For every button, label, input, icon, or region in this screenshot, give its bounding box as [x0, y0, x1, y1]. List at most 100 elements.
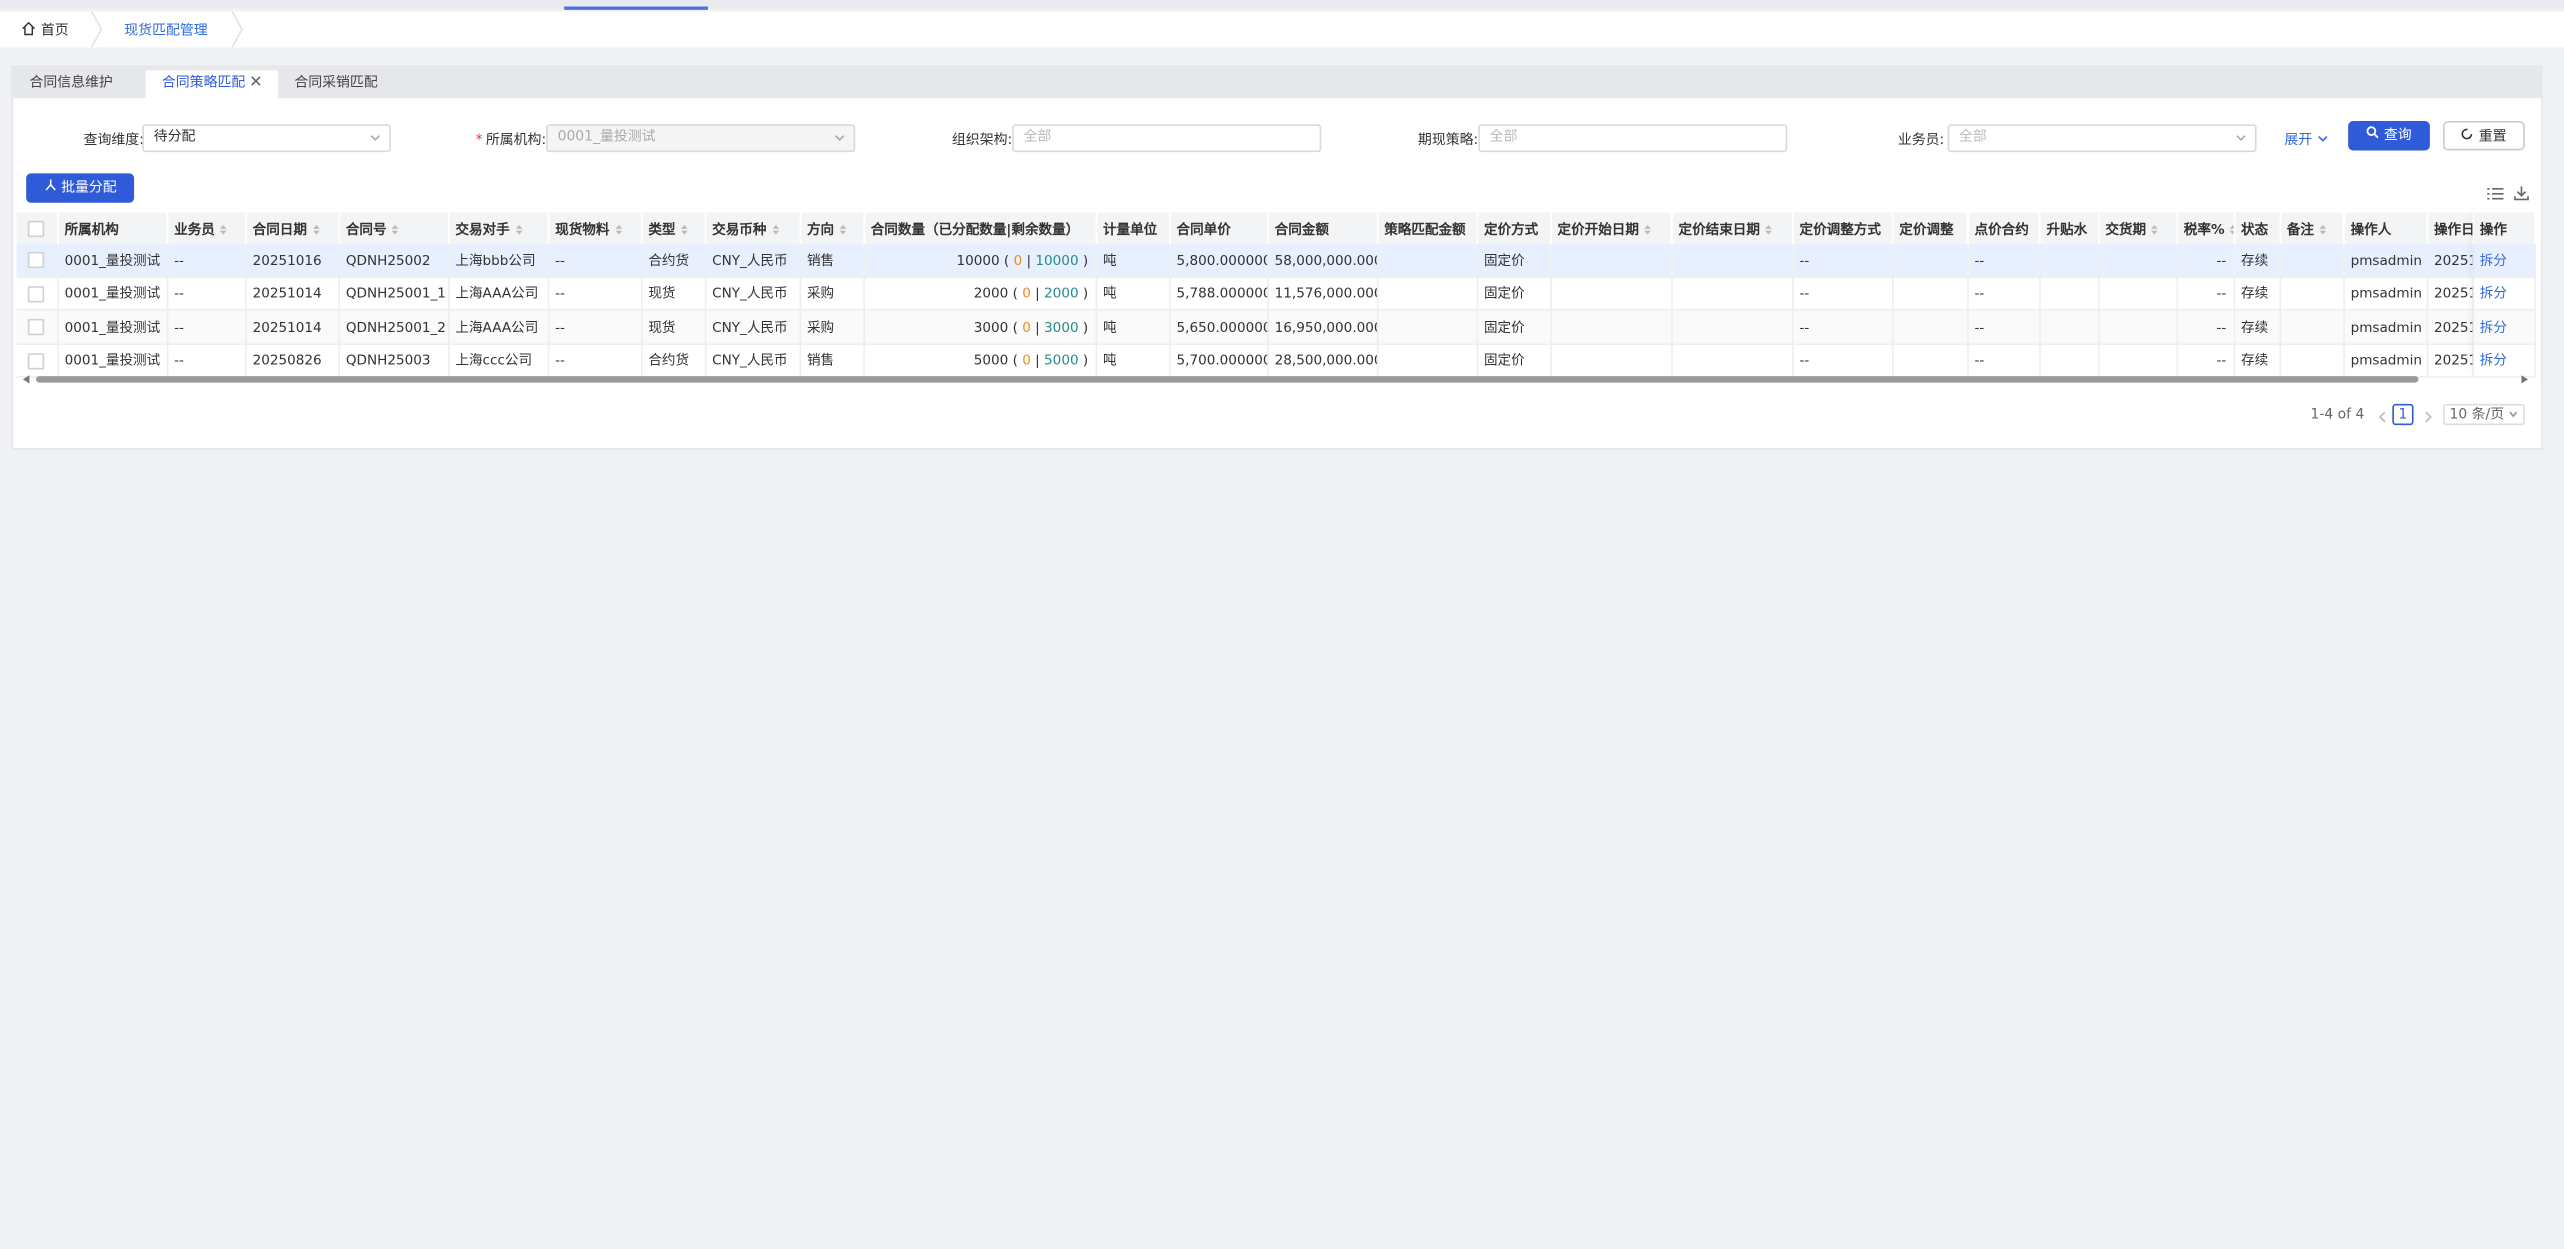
cell-text: --	[174, 351, 184, 369]
sort-icon[interactable]	[1765, 223, 1773, 234]
download-icon[interactable]	[2513, 185, 2529, 201]
checkbox[interactable]	[28, 220, 45, 237]
header-cell: 定价调整方式	[1792, 212, 1893, 244]
cell-text: 现货	[648, 318, 676, 335]
cell-text: --	[174, 251, 184, 268]
cell: pmsadmin	[2343, 343, 2428, 378]
header-cell[interactable]: 现货物料	[547, 212, 642, 244]
header-cell[interactable]: 税率%	[2176, 212, 2235, 244]
cell-text: 0001_量投测试	[64, 351, 161, 369]
cell: pmsadmin	[2343, 276, 2428, 311]
sort-icon[interactable]	[680, 223, 688, 234]
cell: 固定价	[1476, 309, 1551, 345]
quantity-part: 5000	[973, 351, 1009, 369]
quantity-part: 10000	[956, 251, 1000, 268]
split-link[interactable]: 拆分	[2479, 318, 2507, 335]
checkbox[interactable]	[28, 251, 45, 269]
reset-button[interactable]: 重置	[2442, 121, 2525, 151]
cell	[1550, 243, 1672, 278]
header-cell[interactable]: 交货期	[2097, 212, 2178, 244]
checkbox[interactable]	[28, 352, 45, 369]
tab-label: 合同采销匹配	[294, 75, 378, 92]
cell: 吨	[1095, 276, 1170, 311]
filter-input[interactable]: 全部	[1947, 124, 2257, 153]
sort-icon[interactable]	[771, 223, 779, 234]
filter-input[interactable]: 全部	[1478, 124, 1788, 153]
cell-text: QDNH25003	[345, 351, 431, 369]
sort-icon[interactable]	[2319, 223, 2327, 234]
header-cell	[16, 212, 59, 244]
prev-page[interactable]	[2378, 410, 2388, 423]
cell-text: pmsadmin	[2350, 351, 2423, 369]
header-cell[interactable]: 定价结束日期	[1671, 212, 1793, 244]
cell-text: CNY_人民币	[712, 351, 788, 369]
tab[interactable]: 合同策略匹配	[145, 70, 278, 99]
header-row: 所属机构 业务员 合同日期 合同号 交易对手 现货物料 类型 交易币种 方向 合同…	[16, 212, 2536, 244]
cell: 0001_量投测试	[57, 343, 168, 378]
cell: CNY_人民币	[704, 276, 801, 311]
cell	[1891, 243, 1968, 278]
scrollbar[interactable]	[16, 374, 2534, 384]
tab[interactable]: 合同信息维护	[13, 70, 129, 98]
tab-close[interactable]	[250, 75, 261, 86]
sort-icon[interactable]	[614, 223, 622, 234]
batch-button[interactable]: 批量分配	[26, 173, 135, 203]
expand-link[interactable]: 展开	[2284, 129, 2328, 149]
cell-text: --	[174, 284, 184, 302]
cell: 28,500,000.000	[1267, 343, 1378, 378]
column-settings-icon[interactable]	[2487, 186, 2504, 201]
crumb[interactable]: 现货匹配管理	[124, 22, 208, 40]
column-title: 操作日	[2433, 219, 2473, 237]
header-cell[interactable]: 交易币种	[704, 212, 801, 244]
next-page[interactable]	[2423, 410, 2433, 423]
sort-icon[interactable]	[220, 223, 228, 234]
tab-label: 合同信息维护	[29, 75, 113, 92]
header-cell[interactable]: 合同号	[338, 212, 449, 244]
search-button[interactable]: 查询	[2348, 121, 2430, 151]
header-cell[interactable]: 方向	[799, 212, 865, 244]
sort-icon[interactable]	[2151, 223, 2159, 234]
cell-text: 固定价	[1483, 251, 1525, 268]
cell-text: --	[2216, 318, 2227, 335]
sort-icon[interactable]	[514, 223, 522, 234]
split-link[interactable]: 拆分	[2479, 284, 2507, 302]
sort-icon[interactable]	[839, 223, 847, 234]
header-cell[interactable]: 交易对手	[448, 212, 549, 244]
cell: CNY_人民币	[704, 343, 801, 378]
split-link[interactable]: 拆分	[2479, 351, 2507, 369]
sort-icon[interactable]	[312, 223, 320, 234]
tab[interactable]: 合同采销匹配	[278, 70, 394, 98]
column-title: 定价结束日期	[1678, 219, 1760, 237]
column-title: 计量单位	[1102, 219, 1158, 237]
header-cell[interactable]: 定价开始日期	[1550, 212, 1672, 244]
page-size[interactable]: 10 条/页	[2442, 403, 2525, 426]
cell-text: 吨	[1102, 251, 1117, 268]
sort-icon[interactable]	[1644, 223, 1652, 234]
filter-input[interactable]: 待分配	[142, 124, 391, 153]
filter-input[interactable]: 全部	[1012, 124, 1322, 153]
cell: 拆分	[2472, 243, 2536, 278]
header-cell: 定价方式	[1476, 212, 1551, 244]
split-link[interactable]: 拆分	[2479, 251, 2507, 268]
column-title: 定价方式	[1483, 219, 1539, 237]
header-cell[interactable]: 类型	[640, 212, 706, 244]
column-title: 定价调整	[1899, 219, 1954, 237]
header-cell[interactable]: 业务员	[166, 212, 247, 244]
column-title: 点价合约	[1974, 219, 2029, 237]
cell-text: 5,800.000000	[1176, 251, 1268, 268]
crumb[interactable]: 首页	[40, 22, 69, 40]
header-cell[interactable]: 备注	[2279, 212, 2345, 244]
cell: --	[547, 343, 642, 378]
cell	[1671, 243, 1793, 278]
checkbox[interactable]	[28, 318, 45, 336]
cell-text: 20251014	[252, 318, 322, 335]
checkbox[interactable]	[28, 285, 45, 302]
sort-icon[interactable]	[391, 223, 399, 234]
cell	[1376, 243, 1478, 278]
header-cell[interactable]: 合同日期	[245, 212, 340, 244]
crumb-separator	[90, 11, 103, 48]
page-number[interactable]: 1	[2392, 403, 2414, 426]
sort-icon[interactable]	[2229, 223, 2233, 234]
cell-text: 吨	[1102, 318, 1117, 335]
column-title: 定价调整方式	[1799, 219, 1881, 237]
